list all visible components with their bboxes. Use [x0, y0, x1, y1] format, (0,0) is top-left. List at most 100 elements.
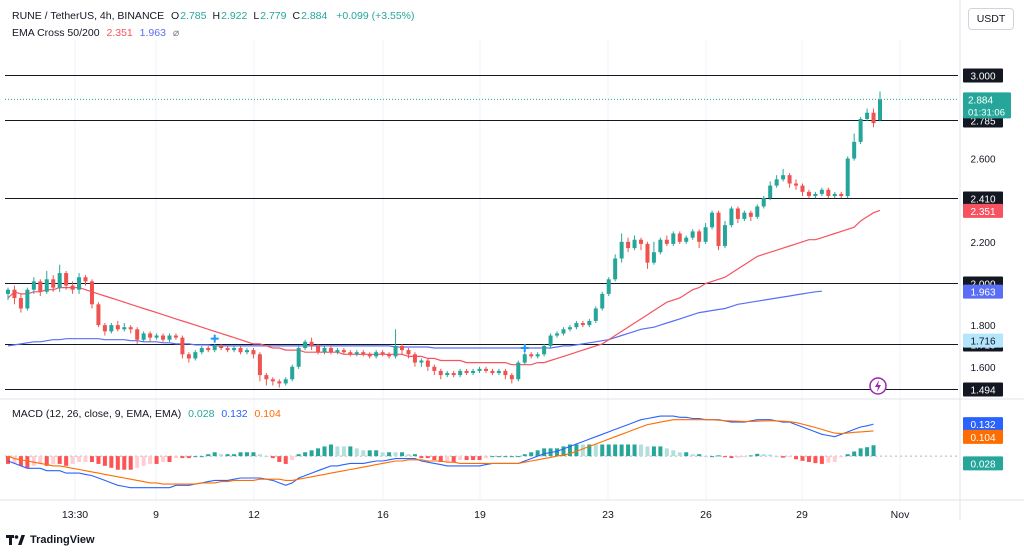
candle: [613, 254, 618, 282]
macd-histogram-bar: [412, 454, 417, 457]
ohlc-values: O2.785 H2.922 L2.779 C2.884: [171, 10, 333, 22]
candle-body: [768, 185, 773, 199]
macd-histogram-bar: [852, 451, 857, 457]
macd-histogram-bar: [212, 452, 217, 457]
candle-body: [232, 348, 237, 351]
candle: [64, 270, 69, 290]
tradingview-logo[interactable]: TradingView: [6, 534, 95, 546]
candle: [219, 343, 224, 351]
macd-histogram-bar: [77, 456, 82, 462]
candle: [348, 350, 353, 357]
macd-histogram-bar: [651, 446, 656, 457]
candle-body: [742, 212, 747, 219]
candle: [44, 270, 49, 294]
macd-histogram-bar: [542, 448, 547, 457]
candle-body: [251, 350, 256, 355]
macd-histogram-bar: [755, 453, 760, 457]
candle-body: [374, 352, 379, 357]
candle: [354, 350, 359, 357]
ema-axis-label-box: [963, 203, 1003, 218]
candle-body: [419, 360, 424, 363]
candle-body: [697, 231, 702, 242]
macd-histogram-bar: [219, 454, 224, 457]
ema-axis-label: 1.963: [963, 284, 1003, 299]
candle: [483, 366, 488, 374]
macd-histogram-bar: [509, 456, 514, 458]
macd-histogram-bar: [697, 454, 702, 457]
hidden-values-icon[interactable]: ⌀: [172, 27, 180, 39]
candle: [451, 370, 456, 378]
macd-histogram-bar: [367, 450, 372, 457]
candle: [503, 368, 508, 380]
macd-histogram-bar: [496, 456, 501, 458]
level-label-box: [963, 382, 1003, 397]
macd-histogram-bar: [677, 452, 682, 457]
candle: [877, 91, 883, 122]
macd-axis-label: 0.028: [963, 456, 1003, 471]
macd-histogram-bar: [283, 456, 288, 464]
candle: [748, 210, 753, 221]
macd-histogram-bar: [845, 454, 850, 457]
ema-lines: [7, 209, 881, 366]
macd-histogram-bar: [341, 446, 346, 457]
macd-histogram-bar: [574, 444, 579, 457]
macd-histogram-bar: [832, 456, 837, 462]
candle: [535, 352, 540, 359]
candle-body: [471, 370, 476, 374]
candle-body: [483, 368, 488, 371]
candle: [626, 237, 631, 253]
candle: [806, 189, 811, 199]
axes: 2.6002.2001.8001.6000.00013:309121619232…: [0, 0, 1024, 521]
macd-histogram-bar: [12, 456, 17, 464]
currency-button[interactable]: USDT: [968, 8, 1014, 30]
candle-body: [354, 352, 359, 355]
candle: [322, 345, 327, 355]
grid: [74, 40, 901, 500]
candle: [412, 352, 417, 367]
candle-body: [748, 212, 753, 217]
macd-axis-label-box: [963, 417, 1003, 432]
candle: [703, 223, 708, 244]
macd-histogram-bar: [122, 456, 127, 470]
candle: [115, 320, 120, 332]
macd-histogram-bar: [270, 456, 275, 459]
candle-body: [774, 179, 779, 186]
candle: [690, 229, 695, 240]
candle: [865, 108, 870, 122]
candle: [651, 241, 656, 265]
candle-body: [148, 333, 153, 338]
candle-body: [309, 341, 314, 346]
candle-body: [529, 354, 534, 357]
candle-body: [477, 368, 482, 371]
candle: [316, 343, 321, 355]
candle-body: [438, 370, 443, 376]
candle-body: [167, 335, 172, 340]
macd-axis-label: 0.104: [963, 429, 1003, 444]
candle: [813, 191, 818, 199]
candle: [671, 231, 676, 246]
macd-pane: [5, 415, 958, 489]
candle-body: [96, 304, 101, 326]
candle-body: [173, 335, 178, 338]
candle: [296, 345, 301, 369]
candle: [445, 370, 450, 378]
macd-histogram-bar: [716, 455, 721, 457]
candle-body: [632, 239, 637, 249]
candle-body: [806, 191, 811, 197]
macd-histogram-bar: [871, 445, 876, 457]
candle: [380, 350, 385, 357]
candle: [335, 348, 340, 355]
macd-histogram-bar: [639, 444, 644, 457]
event-icon-bolt: [875, 380, 881, 392]
macd-histogram-bar: [632, 444, 637, 457]
ema-200-line: [7, 290, 822, 349]
candle-body: [400, 345, 405, 351]
candle-body: [115, 325, 120, 330]
macd-histogram-bar: [264, 456, 269, 458]
candle: [109, 323, 114, 334]
candle-body: [341, 350, 346, 353]
candle-body: [83, 277, 88, 282]
